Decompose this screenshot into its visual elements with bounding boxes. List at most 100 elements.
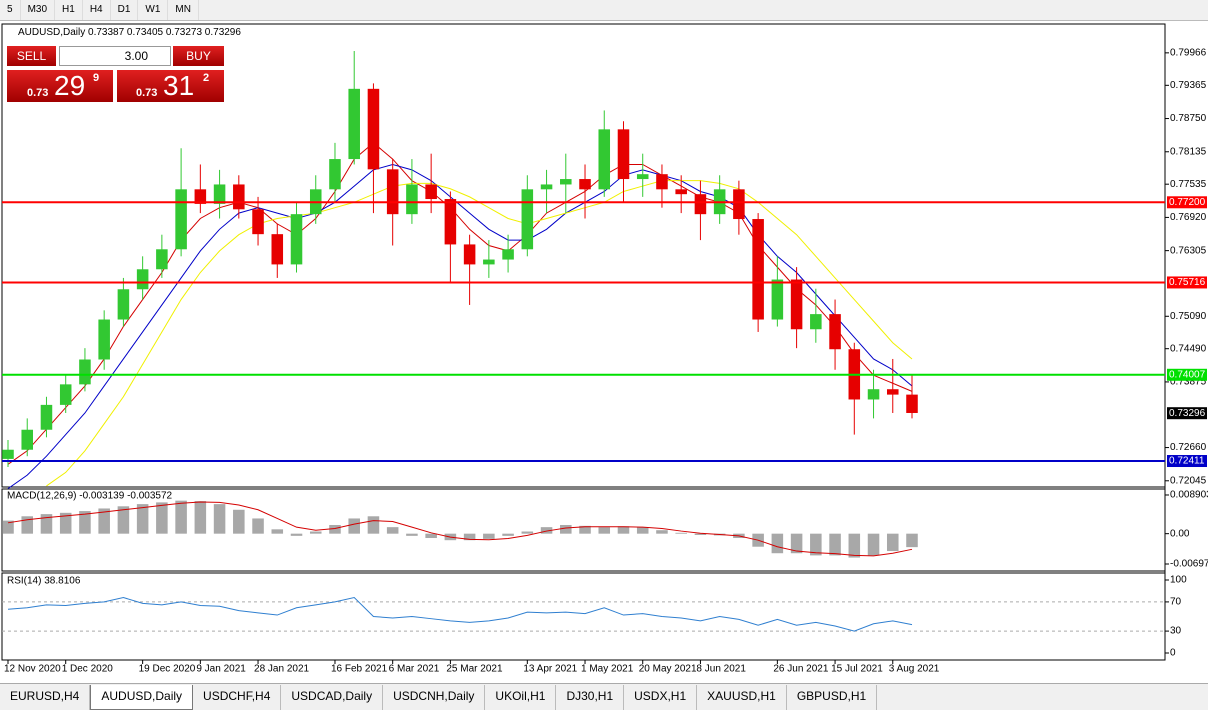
timeframe-button[interactable]: M30 [21, 0, 56, 20]
price-small: 2 [203, 72, 210, 84]
macd-bar [79, 511, 91, 534]
x-tick-label: 16 Feb 2021 [331, 664, 388, 675]
y-tick-label: 0.76920 [1170, 212, 1207, 223]
candle-body [348, 88, 360, 160]
macd-bar [156, 502, 168, 534]
candle-body [906, 394, 918, 413]
sell-button[interactable]: SELL [7, 46, 56, 66]
timeframe-button[interactable]: D1 [111, 0, 139, 20]
y-tick-label: 0.79966 [1170, 47, 1207, 58]
timeframe-button[interactable]: H4 [83, 0, 111, 20]
buy-button[interactable]: BUY [173, 46, 224, 66]
x-tick-label: 9 Jan 2021 [196, 664, 246, 675]
y-tick-label: 70 [1170, 597, 1182, 608]
price-main: 29 [54, 70, 86, 101]
tabs: EURUSD,H4 AUDUSD,Daily USDCHF,H4 USDCAD,Dai… [0, 683, 1208, 710]
candle-body [675, 189, 687, 195]
candle-body [694, 194, 707, 215]
chart-tab[interactable]: USDCHF,H4 [193, 685, 282, 710]
lot-input[interactable]: 3.00 [59, 46, 171, 66]
macd-bar [867, 533, 880, 556]
macd-bar [194, 501, 207, 534]
y-tick-label: 0.00 [1170, 528, 1190, 539]
candle-body [636, 174, 649, 180]
candle-body [2, 449, 14, 459]
macd-bar [463, 533, 476, 541]
chart-tab[interactable]: EURUSD,H4 [0, 685, 91, 710]
x-tick-label: 13 Apr 2021 [523, 664, 577, 675]
candle-body [790, 279, 803, 330]
candle-body [733, 189, 745, 220]
level-label: 0.75716 [1169, 277, 1206, 288]
y-tick-label: 0 [1170, 648, 1176, 659]
candle-body [98, 319, 110, 360]
y-tick-label: 0.74490 [1170, 343, 1207, 354]
macd-bar [425, 533, 437, 539]
macd-bar [309, 531, 322, 534]
rsi-line [7, 596, 913, 632]
macd-bar [906, 533, 918, 548]
chart-tab[interactable]: USDX,H1 [624, 685, 698, 710]
chart-tab[interactable]: XAUUSD,H1 [697, 685, 787, 710]
x-tick-label: 1 May 2021 [581, 664, 634, 675]
candle-body [79, 359, 91, 385]
macd-bar [367, 516, 380, 534]
candle-body [598, 129, 611, 190]
price-small: 9 [93, 72, 100, 84]
candle-body [21, 429, 34, 450]
macd-bar [636, 527, 649, 534]
candle-body [483, 259, 495, 265]
timeframe-button[interactable]: MN [168, 0, 199, 20]
candle-body [579, 179, 591, 190]
macd-bar [329, 524, 341, 534]
timeframe-button[interactable]: W1 [138, 0, 169, 20]
level-label-box [1167, 276, 1207, 289]
macd-bar [694, 533, 707, 535]
level-label-box [1167, 368, 1207, 381]
chart-tab[interactable]: AUDUSD,Daily [90, 685, 194, 710]
candle-body [290, 214, 303, 265]
macd-bar [810, 533, 822, 556]
chart-tab[interactable]: USDCAD,Daily [281, 685, 384, 710]
candle-body [771, 279, 784, 320]
y-tick-label: 0.75090 [1170, 311, 1207, 322]
price-main: 31 [163, 70, 195, 101]
macd-bar [271, 529, 284, 534]
timeframe-button[interactable]: 5 [0, 0, 21, 20]
candle-body [252, 209, 264, 235]
candle-body [810, 314, 822, 330]
timeframe-button[interactable]: H1 [55, 0, 83, 20]
panel-frame [1, 572, 1166, 661]
macd-bar [348, 518, 360, 534]
chart-tab[interactable]: DJ30,H1 [556, 685, 625, 710]
candle-body [117, 289, 130, 320]
macd-bar [213, 504, 226, 534]
x-tick-label: 19 Dec 2020 [139, 664, 196, 675]
chart-tab[interactable]: UKOil,H1 [485, 685, 557, 710]
macd-bar [386, 527, 399, 534]
chart-header: AUDUSD,Daily 0.73387 0.73405 0.73273 0.7… [18, 27, 241, 38]
sell-price[interactable]: 0.73 29 9 [7, 70, 113, 102]
candle-body [59, 384, 72, 405]
chart-tab[interactable]: GBPUSD,H1 [787, 685, 878, 710]
candle-body [367, 88, 380, 170]
candle-body [521, 189, 534, 250]
chart-tab[interactable]: USDCNH,Daily [383, 685, 486, 710]
macd-bar [175, 500, 187, 534]
candle-body [136, 269, 149, 290]
y-tick-label: 0.78135 [1170, 146, 1207, 157]
x-tick-label: 12 Nov 2020 [4, 664, 61, 675]
macd-bar [675, 532, 687, 534]
level-label-box [1167, 196, 1207, 209]
candle-body [329, 159, 341, 190]
macd-bar [560, 524, 572, 534]
macd-bar [502, 533, 514, 536]
level-label: 0.77200 [1169, 197, 1206, 208]
buy-price[interactable]: 0.73 31 2 [117, 70, 224, 102]
panel-title: RSI(14) 38.8106 [7, 576, 81, 587]
candle-body [886, 389, 899, 395]
level-label: 0.74007 [1169, 369, 1206, 380]
macd-bar [483, 533, 495, 539]
price-big: 0.73 [136, 87, 158, 99]
